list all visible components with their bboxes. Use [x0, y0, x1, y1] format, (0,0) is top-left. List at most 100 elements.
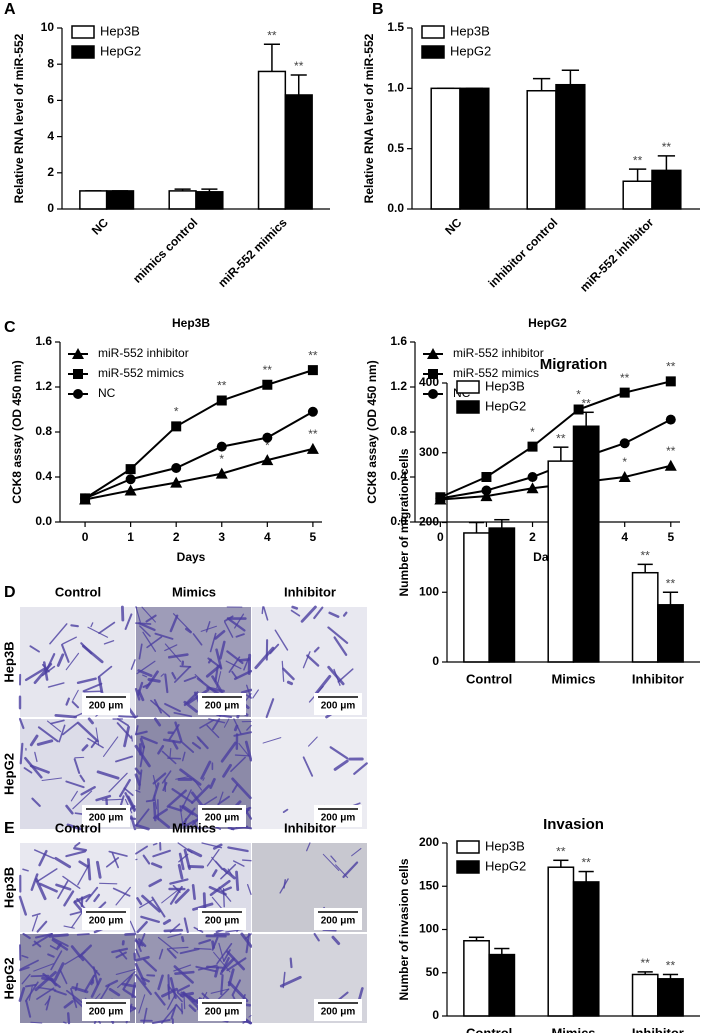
cell-stroke	[274, 629, 289, 651]
bar	[555, 83, 586, 210]
cell-stroke	[322, 929, 337, 932]
marker	[262, 432, 273, 443]
significance: **	[620, 371, 630, 385]
cell-stroke	[279, 975, 302, 988]
cell-stroke	[314, 674, 332, 696]
cell-stroke	[245, 684, 252, 699]
cell-stroke	[135, 845, 148, 855]
cell-stroke	[96, 770, 120, 780]
cell-stroke	[244, 740, 253, 762]
panel-label: A	[4, 1, 16, 18]
cell-stroke	[245, 932, 251, 954]
cell-stroke	[31, 797, 41, 807]
cell-stroke	[135, 715, 139, 718]
cell-stroke	[261, 606, 264, 615]
series-line	[439, 380, 672, 499]
cell-stroke	[313, 606, 324, 620]
row-label: Hep3B	[1, 641, 16, 682]
cell-stroke	[134, 962, 147, 986]
cell-stroke	[34, 932, 54, 939]
marker	[80, 493, 91, 504]
marker	[618, 471, 631, 482]
cell-stroke	[181, 751, 186, 762]
cell-stroke	[134, 973, 152, 996]
cell-stroke	[103, 736, 119, 757]
column-label: Control	[55, 584, 101, 599]
marker	[216, 395, 227, 406]
marker	[619, 387, 630, 398]
cell-stroke	[28, 985, 33, 1001]
cell-stroke	[136, 897, 143, 906]
x-tick-label: 2	[173, 530, 180, 544]
cell-stroke	[152, 772, 167, 785]
cell-stroke	[200, 625, 217, 632]
cell-stroke	[216, 942, 233, 965]
cell-stroke	[82, 644, 104, 664]
cell-stroke	[108, 772, 128, 793]
cell-stroke	[145, 614, 157, 623]
legend-label: miR-552 inhibitor	[98, 346, 189, 360]
legend-swatch	[421, 45, 445, 59]
cell-stroke	[162, 738, 182, 744]
significance: **	[641, 956, 651, 970]
cell-stroke	[34, 970, 57, 992]
cell-stroke	[246, 884, 252, 895]
cell-stroke	[50, 719, 65, 725]
cell-stroke	[231, 777, 252, 800]
cell-stroke	[135, 725, 139, 735]
cell-stroke	[117, 971, 136, 989]
y-tick-label: 100	[419, 922, 439, 936]
cell-stroke	[112, 887, 131, 897]
cell-stroke	[226, 617, 246, 632]
cell-stroke	[234, 613, 245, 629]
cell-stroke	[59, 969, 68, 985]
bar	[488, 953, 516, 1017]
micrograph: 200 μm	[134, 717, 253, 831]
cell-stroke	[353, 762, 368, 775]
y-tick-label: 0.5	[387, 141, 404, 155]
significance: **	[633, 153, 643, 167]
cell-stroke	[240, 688, 253, 694]
cell-stroke	[183, 917, 189, 934]
cell-stroke	[115, 951, 127, 959]
cell-stroke	[183, 848, 191, 870]
legend-swatch	[456, 400, 480, 414]
cell-stroke	[50, 950, 63, 971]
scale-bar-label: 200 μm	[89, 1007, 124, 1018]
cell-stroke	[87, 737, 104, 749]
cell-stroke	[226, 957, 247, 972]
cell-stroke	[306, 842, 311, 852]
cell-stroke	[82, 682, 103, 693]
cell-stroke	[22, 932, 31, 940]
cell-stroke	[246, 724, 252, 731]
chart-title: Hep3B	[172, 316, 210, 330]
cell-stroke	[138, 622, 156, 632]
y-tick-label: 8	[47, 56, 54, 70]
scale-bar-label: 200 μm	[321, 701, 356, 712]
x-tick-label: Control	[466, 671, 512, 686]
y-tick-label: 1.6	[35, 334, 52, 348]
cell-stroke	[54, 714, 77, 719]
y-tick-label: 0	[432, 1008, 439, 1022]
cell-stroke	[36, 739, 54, 746]
cell-stroke	[70, 624, 79, 628]
row-label: HepG2	[1, 753, 16, 795]
cell-stroke	[140, 915, 161, 924]
cell-stroke	[172, 740, 179, 750]
marker	[619, 438, 630, 449]
cell-stroke	[29, 645, 40, 653]
cell-stroke	[150, 699, 171, 718]
bar	[651, 169, 682, 210]
x-tick-label: 4	[621, 530, 628, 544]
cell-stroke	[161, 1006, 176, 1024]
cell-stroke	[90, 977, 102, 998]
y-axis-label: Number of invasion cells	[397, 858, 411, 1000]
bar	[257, 70, 287, 210]
cell-stroke	[342, 611, 348, 617]
cell-stroke	[137, 669, 153, 677]
cell-stroke	[231, 979, 242, 997]
cell-stroke	[300, 605, 317, 623]
scale-bar-background	[82, 805, 130, 827]
cell-stroke	[33, 963, 54, 972]
cell-stroke	[282, 667, 295, 681]
